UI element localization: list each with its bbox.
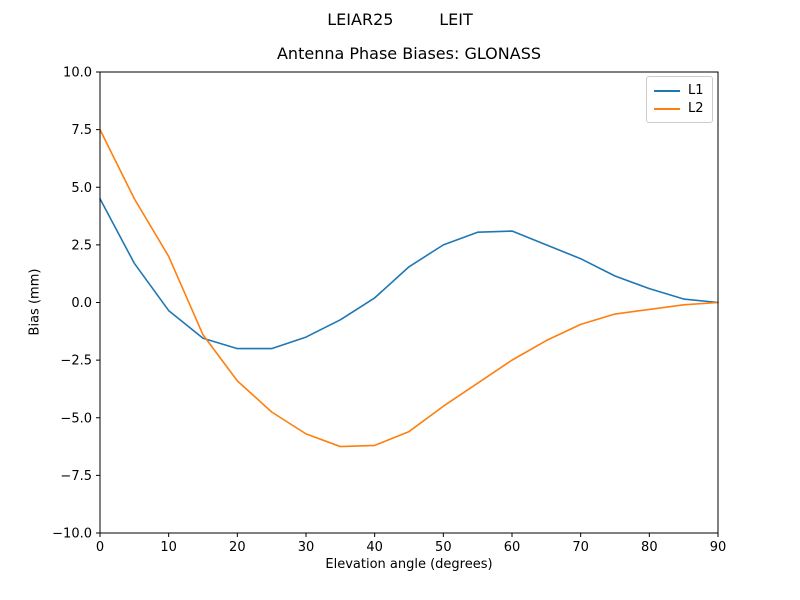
y-tick-label: −10.0: [52, 527, 92, 542]
legend-line-swatch-l2: [654, 107, 680, 110]
chart-title: Antenna Phase Biases: GLONASS: [276, 44, 541, 63]
x-tick-label: 60: [504, 540, 521, 555]
y-tick-label: 10.0: [63, 66, 92, 81]
x-axis-label: Elevation angle (degrees): [325, 557, 493, 572]
x-tick-label: 50: [435, 540, 452, 555]
y-axis-label: Bias (mm): [27, 268, 43, 336]
series-line-l2: [99, 128, 719, 448]
legend-label-l1: L1: [688, 83, 704, 98]
x-tick-label: 80: [641, 540, 658, 555]
legend-item-l2: L2: [654, 102, 705, 115]
y-tick-label: 7.5: [71, 123, 92, 138]
y-tick-label: −7.5: [60, 469, 92, 484]
figure-suptitle: LEIAR25 LEIT: [327, 10, 473, 29]
legend: L1 L2: [646, 76, 713, 123]
y-tick-label: −5.0: [60, 411, 92, 426]
x-tick-label: 30: [298, 540, 315, 555]
y-tick-label: 2.5: [71, 238, 92, 253]
y-tick-label: −2.5: [60, 354, 92, 369]
series-line-l1: [99, 197, 719, 350]
x-tick-label: 0: [96, 540, 104, 555]
x-tick-label: 20: [229, 540, 246, 555]
x-tick-label: 70: [572, 540, 589, 555]
x-tick-label: 90: [710, 540, 727, 555]
legend-line-swatch-l1: [654, 89, 680, 92]
legend-label-l2: L2: [688, 101, 704, 116]
y-tick-label: 0.0: [71, 296, 92, 311]
x-tick-label: 10: [160, 540, 177, 555]
y-tick-label: 5.0: [71, 181, 92, 196]
legend-item-l1: L1: [654, 84, 705, 97]
axes-frame: [99, 71, 719, 534]
x-tick-label: 40: [366, 540, 383, 555]
